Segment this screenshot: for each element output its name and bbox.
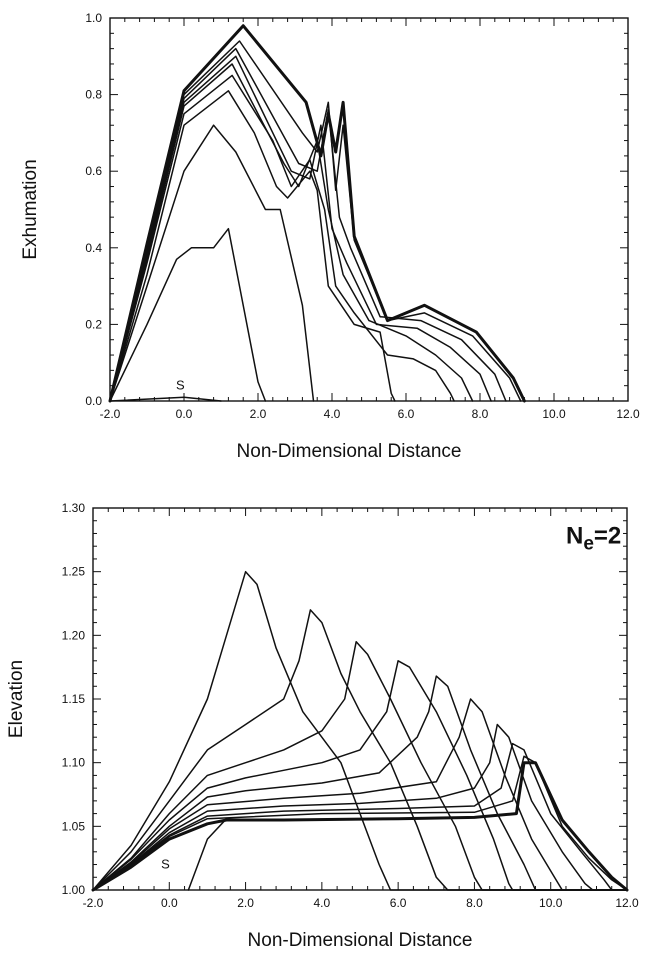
elevation-x-tick-label: -2.0 xyxy=(83,896,104,910)
exhumation-x-axis-label: Non-Dimensional Distance xyxy=(237,441,462,462)
elevation-series-line-5 xyxy=(92,675,628,891)
exhumation-series-line-1 xyxy=(109,396,222,402)
exhumation-x-tick-label: 8.0 xyxy=(472,407,489,421)
exhumation-y-tick-label: 0.6 xyxy=(85,164,102,178)
elevation-series-line-6 xyxy=(92,698,628,891)
elevation-x-tick-label: 0.0 xyxy=(161,896,178,910)
elevation-chart-panel: Elevation Non-Dimensional Distance -2.0 0… xyxy=(6,501,639,951)
exhumation-chart-panel: Exhumation Non-Dimensional Distance -2.0… xyxy=(20,11,640,462)
elevation-series-line-9 xyxy=(92,755,628,891)
elevation-y-tick-label: 1.20 xyxy=(62,628,86,642)
exhumation-x-tick-label: 6.0 xyxy=(398,407,415,421)
elevation-y-tick-label: 1.15 xyxy=(62,692,86,706)
exhumation-x-tick-label: 12.0 xyxy=(616,407,640,421)
exhumation-y-tick-label: 0.4 xyxy=(85,241,102,255)
elevation-x-tick-label: 6.0 xyxy=(390,896,407,910)
elevation-series-line-4 xyxy=(92,660,628,891)
exhumation-y-tick-label: 0.0 xyxy=(85,394,102,408)
elevation-x-tick-label: 4.0 xyxy=(314,896,331,910)
elevation-parameter-annotation: Ne=2 xyxy=(566,523,621,555)
exhumation-series-line-3 xyxy=(109,124,315,402)
elevation-y-tick-label: 1.25 xyxy=(62,565,86,579)
exhumation-y-axis-label: Exhumation xyxy=(20,159,41,259)
elevation-series-line-7 xyxy=(92,723,628,891)
elevation-s-annotation: S xyxy=(161,856,170,871)
exhumation-s-annotation: S xyxy=(176,378,185,393)
elevation-y-tick-label: 1.30 xyxy=(62,501,86,515)
exhumation-x-tick-label: 0.0 xyxy=(176,407,193,421)
elevation-series-line-3 xyxy=(92,640,628,891)
exhumation-y-tick-label: 0.2 xyxy=(85,317,102,331)
elevation-series-line-10 xyxy=(91,761,629,892)
exhumation-x-tick-label: -2.0 xyxy=(100,407,121,421)
elevation-y-tick-label: 1.10 xyxy=(62,756,86,770)
exhumation-y-tick-label: 0.8 xyxy=(85,88,102,102)
elevation-y-tick-label: 1.00 xyxy=(62,883,86,897)
elevation-y-axis-label: Elevation xyxy=(6,660,27,738)
elevation-x-tick-label: 8.0 xyxy=(466,896,483,910)
exhumation-series-line-9 xyxy=(109,40,522,402)
exhumation-series-line-2 xyxy=(109,227,267,402)
exhumation-x-tick-label: 10.0 xyxy=(542,407,566,421)
elevation-series-line-8 xyxy=(92,742,628,891)
exhumation-series-line-5 xyxy=(109,74,455,402)
exhumation-series-line-7 xyxy=(109,55,492,402)
elevation-x-axis-label: Non-Dimensional Distance xyxy=(248,930,473,951)
elevation-y-tick-label: 1.05 xyxy=(62,819,86,833)
exhumation-x-tick-label: 2.0 xyxy=(250,407,267,421)
elevation-x-tick-label: 10.0 xyxy=(539,896,563,910)
exhumation-series-line-6 xyxy=(109,63,474,402)
exhumation-x-tick-label: 4.0 xyxy=(324,407,341,421)
exhumation-series-line-10 xyxy=(108,24,526,403)
elevation-series-line-2 xyxy=(92,609,628,891)
elevation-x-tick-label: 2.0 xyxy=(237,896,254,910)
elevation-series-line-11 xyxy=(187,817,228,891)
exhumation-y-tick-label: 1.0 xyxy=(85,11,102,25)
elevation-series-line-1 xyxy=(92,570,628,891)
exhumation-plot-frame xyxy=(109,17,629,402)
elevation-x-tick-label: 12.0 xyxy=(615,896,639,910)
